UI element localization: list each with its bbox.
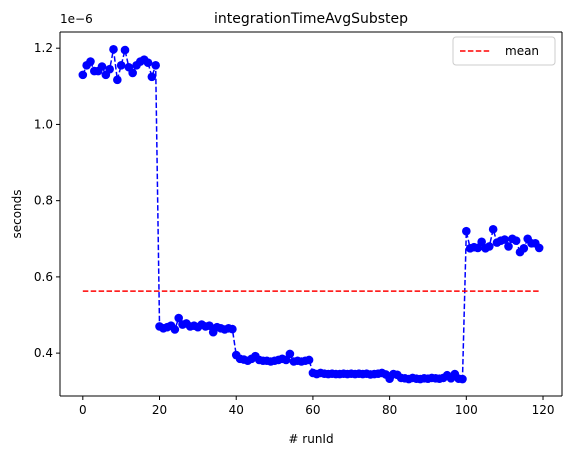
y-offset-label: 1e−6	[60, 12, 93, 26]
data-point	[86, 57, 95, 66]
series-layer	[78, 45, 544, 384]
data-point	[228, 324, 237, 334]
data-point	[105, 64, 114, 74]
data-point	[147, 72, 157, 82]
data-point	[485, 242, 494, 251]
data-point	[109, 45, 118, 54]
data-point	[534, 243, 544, 253]
chart-title: integrationTimeAvgSubstep	[214, 11, 408, 27]
legend-frame	[452, 36, 556, 66]
series-line-integration-time	[82, 49, 540, 380]
x-tick-label: 60	[305, 403, 320, 417]
data-point	[78, 70, 88, 80]
data-point	[174, 313, 183, 323]
x-axis-ticks: 0 20 40 60 80 100 120	[79, 396, 554, 417]
data-point	[205, 321, 214, 330]
y-tick-label: 0.8	[34, 194, 53, 208]
data-point	[128, 68, 137, 78]
y-axis-label: seconds	[10, 189, 24, 238]
data-point	[304, 355, 314, 365]
data-point	[504, 242, 513, 251]
y-tick-label: 0.4	[34, 346, 53, 360]
x-axis-label: # runId	[288, 432, 333, 446]
y-axis-ticks: 0.4 0.6 0.8 1.0 1.2	[34, 41, 60, 360]
x-tick-label: 40	[229, 403, 244, 417]
data-point	[488, 224, 498, 234]
x-tick-label: 120	[532, 403, 555, 417]
data-point	[170, 325, 180, 334]
data-point	[116, 61, 126, 70]
data-point	[458, 374, 467, 384]
data-point	[477, 237, 486, 247]
x-tick-label: 100	[455, 403, 478, 417]
data-point	[143, 58, 153, 67]
data-point	[511, 236, 521, 245]
plot-area	[60, 32, 562, 396]
legend-label-mean: mean	[505, 44, 539, 58]
data-point	[519, 244, 529, 253]
y-tick-label: 1.2	[34, 41, 53, 55]
x-tick-label: 0	[79, 403, 87, 417]
data-point	[120, 45, 130, 55]
y-tick-label: 1.0	[34, 117, 53, 131]
data-point	[113, 75, 122, 85]
data-point	[151, 61, 160, 70]
data-point	[285, 349, 295, 359]
y-tick-label: 0.6	[34, 270, 53, 284]
data-point	[500, 235, 509, 244]
x-tick-label: 80	[382, 403, 397, 417]
x-tick-label: 20	[152, 403, 167, 417]
data-point	[97, 62, 107, 71]
legend: mean	[452, 36, 556, 66]
data-point	[462, 226, 471, 236]
